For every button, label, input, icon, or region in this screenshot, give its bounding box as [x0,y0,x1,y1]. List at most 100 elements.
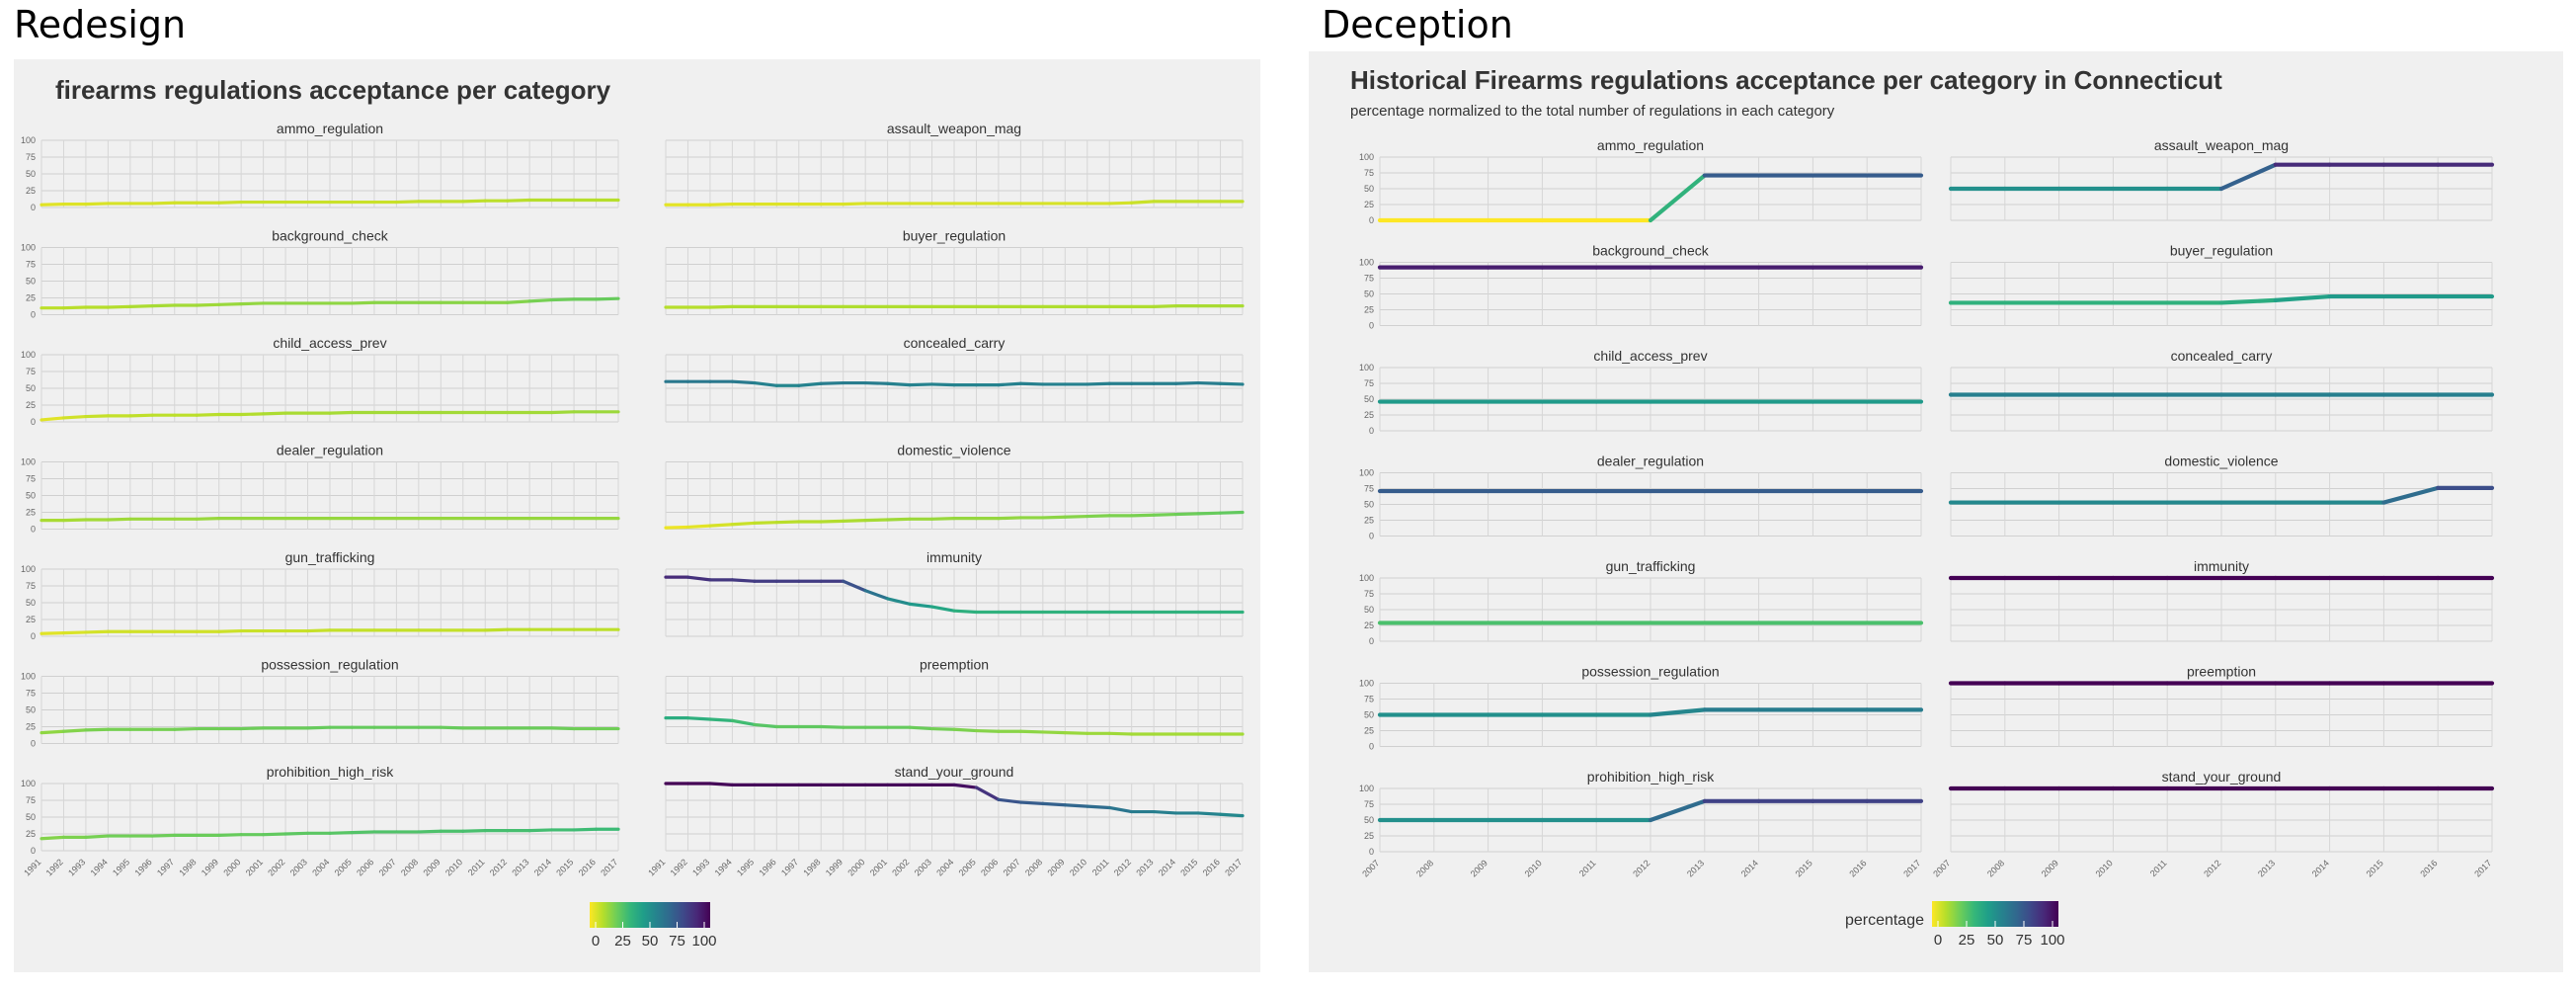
series-line-segment [328,410,355,415]
y-tick-label: 0 [31,739,36,749]
x-tick-label: 2003 [288,857,309,877]
series-line-segment [1130,200,1156,205]
series-line-segment [84,834,110,840]
facet-title: dealer_regulation [277,443,383,458]
y-tick-label: 0 [1369,321,1374,331]
y-tick-label: 75 [26,795,36,805]
y-tick-label: 75 [1364,695,1374,704]
facet-title: background_check [272,228,389,244]
y-tick-label: 75 [1364,589,1374,599]
x-tick-label: 2013 [510,857,530,877]
series-line-segment [61,305,88,310]
series-line-segment [550,297,576,302]
y-tick-label: 100 [1359,363,1374,372]
facet-title: immunity [2194,558,2249,574]
legend-title: percentage [1845,912,1924,929]
series-line-segment [1086,381,1111,386]
x-tick-label: 2017 [1223,857,1244,877]
x-tick-label: 2004 [934,857,955,877]
facet-assault-weapon-mag: assault_weapon_mag [1948,137,2495,221]
series-line-segment [527,297,554,303]
series-line-segment [239,301,266,306]
y-tick-label: 0 [1369,215,1374,225]
series-line-segment [708,523,734,528]
y-tick-label: 25 [26,400,36,410]
series-line-segment [753,722,778,729]
series-line-segment [753,380,778,387]
series-line-segment [708,717,734,722]
y-tick-label: 0 [1369,742,1374,752]
series-line-segment [195,517,221,521]
series-line-segment [886,517,912,522]
y-tick-label: 100 [21,135,36,145]
y-tick-label: 75 [26,152,36,162]
facet-gun-trafficking: gun_trafficking 0 25 50 75 100 [1359,558,1924,646]
facet-background-check: background_check 0 25 50 75 100 [1359,243,1924,331]
x-tick-label: 2016 [577,857,598,877]
x-tick-label: 2010 [2094,858,2115,878]
series-line-segment [239,412,266,417]
facet-title: buyer_regulation [2170,243,2273,259]
facet-title: immunity [926,549,982,565]
series-line-segment [708,304,734,309]
y-tick-label: 50 [1364,500,1374,510]
x-tick-label: 2002 [890,857,911,877]
facet-background-check: background_check 0 25 50 75 100 [21,228,620,320]
series-line-segment [952,727,979,733]
y-tick-label: 100 [1359,258,1374,268]
series-line-segment [150,303,177,308]
series-line-segment [84,727,110,732]
x-tick-label: 1995 [735,857,756,877]
x-tick-label: 2012 [1631,858,1651,878]
facet-title: background_check [1592,243,1710,259]
facet-title: ammo_regulation [1597,137,1704,153]
series-line-segment [84,202,110,207]
facet-title: buyer_regulation [903,228,1006,244]
y-tick-label: 0 [31,631,36,641]
series-line-segment [685,716,712,721]
series-line-segment [929,605,956,613]
series-line-segment [730,521,757,527]
x-tick-label: 2015 [1178,857,1199,877]
x-tick-label: 1994 [713,857,734,877]
facet-title: stand_your_ground [895,764,1014,780]
y-tick-label: 50 [1364,710,1374,720]
series-line-segment [952,783,979,789]
x-tick-label: 2003 [913,857,933,877]
series-line-segment [842,202,867,207]
series-line-segment [150,833,177,838]
series-line-segment [506,198,531,203]
facet-ammo-regulation: ammo_regulation 0 25 50 75 100 [1359,137,1924,225]
y-tick-label: 75 [1364,799,1374,809]
y-tick-label: 25 [26,829,36,839]
y-tick-label: 50 [26,383,36,393]
series-line-segment [1174,512,1200,517]
y-tick-label: 50 [26,705,36,715]
y-tick-label: 50 [1364,605,1374,615]
x-tick-label: 2007 [1002,857,1022,877]
x-tick-label: 1996 [132,857,153,877]
y-tick-label: 75 [1364,168,1374,178]
y-tick-label: 100 [1359,573,1374,583]
facet-title: ammo_regulation [277,121,383,136]
x-tick-label: 2016 [1201,857,1222,877]
x-tick-label: 2015 [2365,858,2385,878]
series-line-segment [1041,730,1067,735]
series-line-segment [217,200,243,205]
x-tick-label: 2005 [333,857,354,877]
y-tick-label: 75 [26,367,36,376]
deception-heading: Deception [1322,3,1513,46]
series-line-segment [106,304,132,309]
facet-title: concealed_carry [904,335,1006,351]
y-tick-label: 0 [31,417,36,427]
series-line-segment [2218,297,2278,305]
series-line-segment [572,827,599,832]
y-tick-label: 75 [1364,274,1374,284]
y-tick-label: 0 [31,846,36,856]
facet-immunity: immunity [664,549,1245,637]
legend-tick-label: 100 [2040,932,2064,949]
series-line-segment [886,381,912,387]
series-line-segment [929,726,956,731]
series-line-segment [1218,812,1245,818]
